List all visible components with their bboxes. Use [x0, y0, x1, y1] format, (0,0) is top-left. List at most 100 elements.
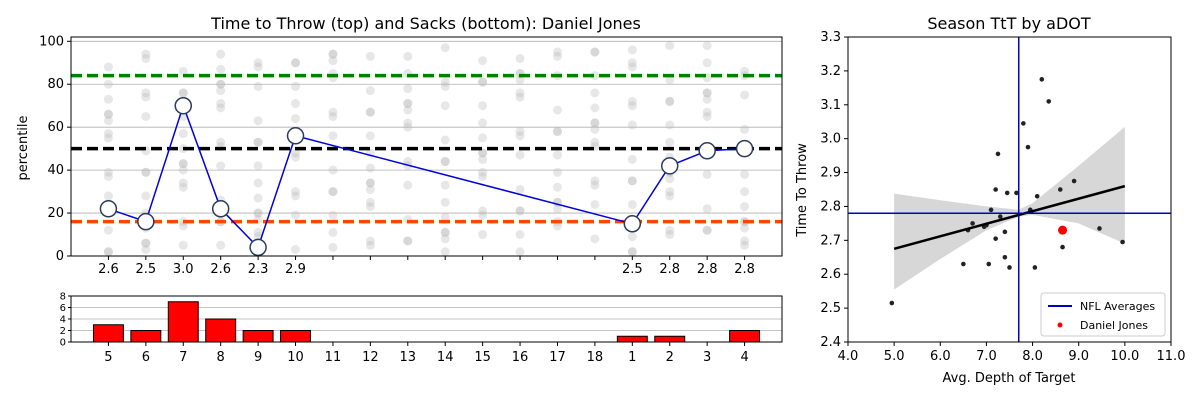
background-dot	[627, 176, 637, 186]
scatter-xtick-label: 10.0	[1110, 349, 1139, 364]
background-dot	[403, 105, 413, 115]
background-dot	[515, 150, 525, 160]
background-dot	[216, 49, 226, 59]
ttt-ylabel: percentile	[16, 115, 31, 180]
background-dot	[627, 45, 637, 55]
qb-point	[995, 151, 1001, 157]
ttt-xtick-label: 2.6	[98, 262, 119, 277]
background-dot	[665, 191, 675, 201]
background-dot	[141, 238, 151, 248]
background-dot	[627, 101, 637, 111]
ttt-title: Time to Throw (top) and Sacks (bottom): …	[210, 14, 641, 33]
background-dot	[216, 240, 226, 250]
background-dot	[740, 236, 750, 246]
sacks-xtick-label: 11	[325, 350, 342, 365]
ttt-xtick-label: 2.9	[285, 262, 306, 277]
legend-box	[1040, 292, 1166, 337]
titans-logo	[698, 142, 716, 160]
background-dot	[216, 86, 226, 96]
ttt-xtick-label: 2.5	[622, 262, 643, 277]
background-dot	[515, 230, 525, 240]
background-dot	[702, 225, 712, 235]
background-dot	[103, 191, 113, 201]
qb-point	[986, 261, 992, 267]
background-dot	[552, 204, 562, 214]
background-dot	[440, 77, 450, 87]
background-dot	[253, 81, 263, 91]
qb-point	[1039, 77, 1045, 82]
background-dot	[515, 184, 525, 194]
background-dot	[328, 111, 338, 121]
background-dot	[291, 245, 301, 255]
background-dot	[141, 53, 151, 63]
sacks-xtick-label: 13	[400, 350, 417, 365]
background-dot	[291, 191, 301, 201]
background-dot	[178, 66, 188, 76]
sacks-xtick-label: 8	[217, 350, 225, 365]
qb-point	[1021, 121, 1026, 126]
qb-point	[970, 221, 975, 226]
qb-point	[1002, 229, 1008, 235]
background-dot	[590, 176, 600, 186]
background-dot	[665, 137, 675, 147]
background-dot	[178, 182, 188, 192]
background-dot	[440, 157, 450, 167]
bengals-logo	[137, 212, 155, 231]
sacks-frame	[70, 295, 783, 343]
background-dot	[740, 169, 750, 179]
background-dot	[440, 212, 450, 222]
background-dot	[478, 118, 488, 128]
scatter-xtick-label: 8.0	[1022, 349, 1043, 364]
qb-point	[1034, 193, 1040, 199]
qb-point	[1046, 99, 1052, 104]
background-dot	[590, 137, 600, 147]
background-dot	[702, 88, 712, 98]
background-dot	[552, 167, 562, 177]
background-dot	[178, 165, 188, 175]
background-dot	[328, 227, 338, 237]
background-dot	[552, 221, 562, 231]
background-dot	[365, 197, 375, 207]
ttt-xtick-label: 2.3	[248, 262, 269, 277]
sacks-ytick-label: 2	[60, 326, 66, 337]
qb-point	[993, 236, 998, 241]
qb-point	[1060, 244, 1065, 250]
background-dot	[665, 75, 675, 85]
ttt-xtick-label: 2.5	[135, 262, 156, 277]
background-dot	[627, 247, 637, 257]
qb-point	[1032, 265, 1038, 270]
scatter-axes: Season TtT by aDOT Avg. Depth of Target …	[795, 14, 1185, 386]
confidence-band	[894, 126, 1125, 290]
background-dot	[253, 208, 263, 218]
sack-bar	[654, 335, 686, 343]
background-dot	[178, 221, 188, 231]
background-dot	[103, 94, 113, 104]
background-dot	[365, 51, 375, 61]
background-dot	[627, 120, 637, 130]
background-dot	[440, 101, 450, 111]
background-dot	[590, 124, 600, 134]
background-dot	[328, 242, 338, 252]
background-dot	[515, 53, 525, 63]
qb-point	[889, 300, 895, 306]
background-dot	[740, 240, 750, 250]
background-dot	[515, 206, 525, 216]
background-dot	[702, 169, 712, 179]
broncos-logo	[660, 157, 679, 175]
ttt-frame	[70, 36, 783, 257]
sacks-xtick-label: 3	[703, 350, 711, 365]
background-dot	[141, 167, 151, 177]
sack-bar	[205, 318, 237, 343]
eagles-logo	[174, 96, 193, 115]
background-dot	[178, 88, 188, 98]
background-dot	[590, 118, 600, 128]
background-dot	[590, 234, 600, 244]
background-dot	[253, 227, 263, 237]
scatter-ytick-label: 2.4	[820, 335, 841, 350]
scatter-frame	[847, 36, 1172, 343]
background-dot	[178, 129, 188, 139]
background-dot	[103, 116, 113, 126]
background-dot	[552, 105, 562, 115]
ttt-ytick-label: 80	[47, 77, 64, 92]
background-dot	[440, 157, 450, 167]
